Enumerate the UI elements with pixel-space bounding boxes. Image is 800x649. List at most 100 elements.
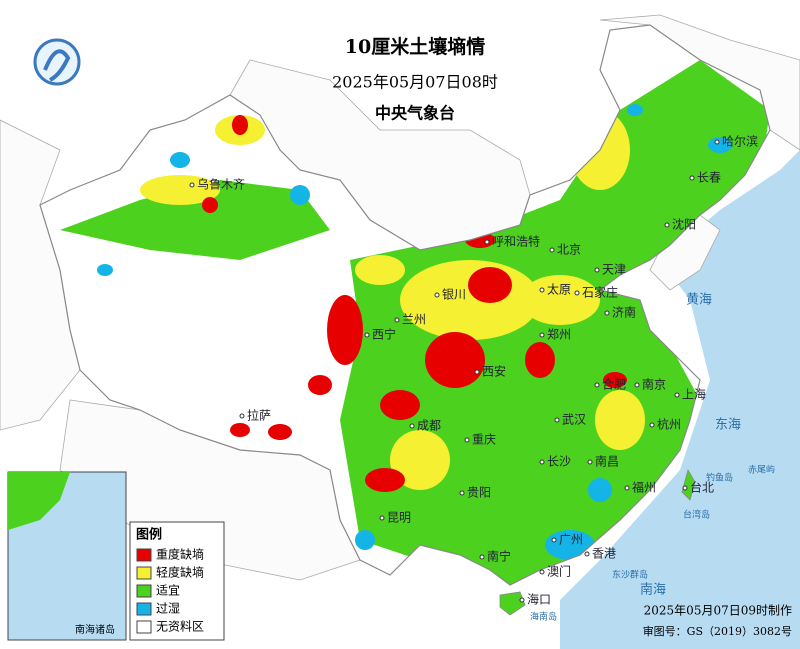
city-dot (549, 247, 555, 253)
city-dot (239, 413, 245, 419)
city-dot (584, 551, 590, 557)
inset-land (8, 472, 70, 530)
city-dot (634, 382, 640, 388)
city-label: 哈尔滨 (722, 134, 758, 149)
city-label: 兰州 (402, 313, 426, 327)
city-dot (479, 554, 485, 560)
city-label: 沈阳 (672, 217, 696, 232)
city-dot (574, 290, 580, 296)
city-label: 重庆 (472, 433, 496, 447)
logo (33, 38, 81, 86)
city-label: 昆明 (387, 511, 411, 525)
city-dot (587, 459, 593, 465)
agency: 中央气象台 (375, 104, 455, 123)
legend-frame (129, 521, 225, 641)
city-label: 武汉 (562, 413, 586, 427)
legend-label: 重度缺墒 (156, 547, 204, 562)
inset-label: 南海诸岛 (75, 623, 115, 636)
city-label: 呼和浩特 (492, 234, 540, 249)
legend-swatch (136, 566, 152, 580)
sea-label: 黄海 (686, 293, 712, 308)
legend-swatch (136, 584, 152, 598)
city-label: 银川 (442, 288, 466, 302)
city-label: 太原 (547, 282, 571, 297)
city-dot (434, 292, 440, 298)
city-dot (604, 310, 610, 316)
city-label: 上海 (682, 387, 706, 402)
city-label: 北京 (557, 243, 581, 257)
city-dot (474, 369, 480, 375)
city-label: 乌鲁木齐 (197, 177, 245, 192)
city-dot (464, 437, 470, 443)
city-dot (459, 490, 465, 496)
city-dot (539, 332, 545, 338)
city-dot (664, 222, 670, 228)
hainan (499, 591, 526, 616)
city-label: 海口 (527, 592, 551, 607)
city-label: 澳门 (547, 564, 571, 579)
city-dot (394, 317, 400, 323)
legend-swatch (136, 620, 152, 634)
city-label: 天津 (602, 263, 626, 277)
city-dot (689, 175, 695, 181)
city-label: 杭州 (657, 417, 681, 432)
sea (560, 150, 800, 649)
city-dot (484, 239, 490, 245)
review-number: 审图号：GS（2019）3082号 (643, 624, 792, 638)
issued: 2025年05月07日09时制作 (644, 604, 792, 618)
city-label: 济南 (612, 305, 636, 320)
city-dot (364, 332, 370, 338)
city-dot (594, 267, 600, 273)
legend-title: 图例 (136, 527, 162, 543)
city-label: 贵阳 (467, 486, 491, 500)
city-dot (624, 485, 630, 491)
city-label: 香港 (592, 547, 616, 561)
city-dot (379, 515, 385, 521)
city-label: 福州 (632, 480, 656, 495)
sea-label: 钓鱼岛 (706, 472, 733, 484)
sea-label: 南海 (640, 582, 666, 598)
sea-label: 东沙群岛 (612, 569, 648, 581)
city-dot (674, 392, 680, 398)
legend-swatch (136, 548, 152, 562)
legend-label: 无资料区 (156, 620, 204, 634)
datetime: 2025年05月07日08时 (332, 73, 498, 92)
city-dot (539, 459, 545, 465)
city-label: 长春 (697, 171, 721, 185)
city-label: 石家庄 (582, 285, 618, 300)
city-label: 合肥 (602, 377, 626, 392)
city-dot (409, 423, 415, 429)
city-label: 广州 (559, 533, 583, 547)
city-label: 长沙 (547, 455, 571, 469)
city-dot (539, 287, 545, 293)
city-dot (649, 422, 655, 428)
area-suitable (60, 180, 330, 260)
city-label: 拉萨 (247, 408, 271, 423)
area-severe-dry (202, 115, 627, 492)
sea-label: 东海 (715, 418, 741, 433)
title: 10厘米土壤墒情 (345, 35, 485, 58)
legend-swatch (136, 602, 152, 616)
city-dot (554, 417, 560, 423)
legend-label: 适宜 (156, 583, 180, 598)
city-label: 台北 (690, 480, 714, 495)
sea-label: 台湾岛 (683, 509, 710, 521)
city-dot (682, 485, 688, 491)
city-label: 西安 (482, 364, 506, 379)
city-dot (189, 182, 195, 188)
sea-label: 赤尾屿 (748, 465, 775, 476)
city-dot (594, 382, 600, 388)
city-label: 南昌 (595, 454, 619, 469)
city-label: 南宁 (487, 549, 511, 564)
city-labels: 乌鲁木齐拉萨西宁银川兰州呼和浩特北京天津石家庄太原济南郑州西安成都重庆武汉合肥南… (189, 134, 758, 607)
city-label: 成都 (417, 419, 441, 433)
city-dot (714, 139, 720, 145)
inset: 南海诸岛 (7, 471, 127, 641)
city-label: 南京 (642, 377, 666, 392)
city-dot (551, 537, 557, 543)
sea-label: 海南岛 (530, 611, 557, 623)
city-label: 郑州 (547, 327, 571, 342)
